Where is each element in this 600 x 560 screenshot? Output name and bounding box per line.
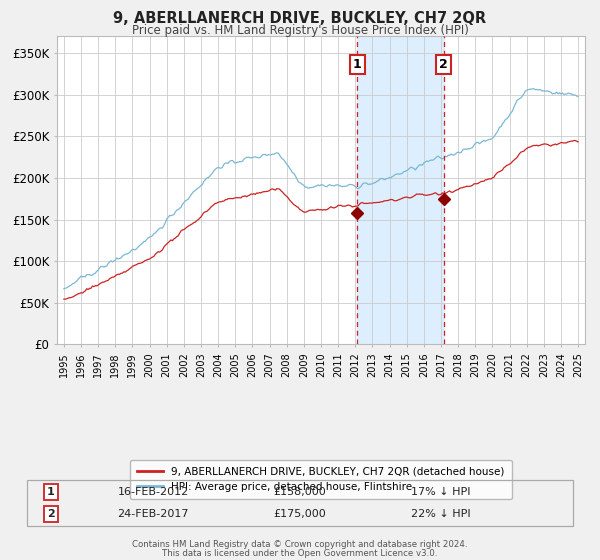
Text: 24-FEB-2017: 24-FEB-2017 [117, 509, 189, 519]
Legend: 9, ABERLLANERCH DRIVE, BUCKLEY, CH7 2QR (detached house), HPI: Average price, de: 9, ABERLLANERCH DRIVE, BUCKLEY, CH7 2QR … [130, 460, 512, 500]
Text: 16-FEB-2012: 16-FEB-2012 [118, 487, 188, 497]
Text: 2: 2 [47, 509, 55, 519]
Text: 9, ABERLLANERCH DRIVE, BUCKLEY, CH7 2QR: 9, ABERLLANERCH DRIVE, BUCKLEY, CH7 2QR [113, 11, 487, 26]
Text: 1: 1 [47, 487, 55, 497]
Text: 2: 2 [439, 58, 448, 71]
Text: 22% ↓ HPI: 22% ↓ HPI [411, 509, 471, 519]
Text: 1: 1 [353, 58, 362, 71]
Bar [358, 36, 443, 344]
Text: £175,000: £175,000 [274, 509, 326, 519]
Text: 17% ↓ HPI: 17% ↓ HPI [411, 487, 471, 497]
Text: Contains HM Land Registry data © Crown copyright and database right 2024.: Contains HM Land Registry data © Crown c… [132, 540, 468, 549]
Text: This data is licensed under the Open Government Licence v3.0.: This data is licensed under the Open Gov… [163, 549, 437, 558]
Text: Price paid vs. HM Land Registry's House Price Index (HPI): Price paid vs. HM Land Registry's House … [131, 24, 469, 36]
Text: £158,000: £158,000 [274, 487, 326, 497]
